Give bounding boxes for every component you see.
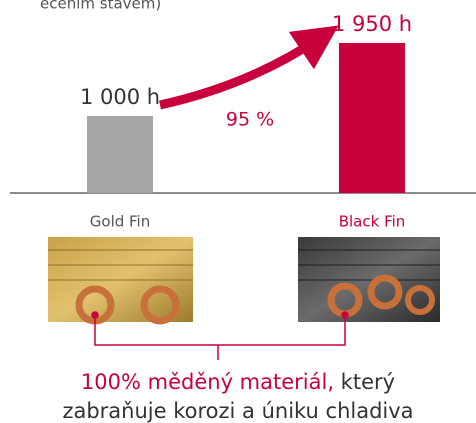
black-fin-photo	[298, 237, 440, 322]
gold-fin-photo	[48, 237, 193, 325]
caption-line1: 100% měděný materiál, který	[81, 370, 395, 394]
subtitle-fragment: ečením stavem)	[40, 0, 161, 13]
bracket	[91, 311, 349, 360]
caption-line2: zabraňuje korozi a úniku chladiva	[62, 399, 413, 423]
caption-highlight: 100% měděný materiál,	[81, 370, 334, 394]
bar	[87, 116, 153, 193]
caption-rest: který	[334, 370, 395, 394]
growth-arrow	[159, 25, 339, 110]
value-label: 1 000 h	[80, 85, 160, 109]
bar	[339, 43, 405, 193]
category-label: Black Fin	[339, 213, 406, 231]
annotation: 95 %	[226, 109, 274, 131]
category-label: Gold Fin	[90, 213, 150, 231]
value-label: 1 950 h	[332, 12, 412, 36]
